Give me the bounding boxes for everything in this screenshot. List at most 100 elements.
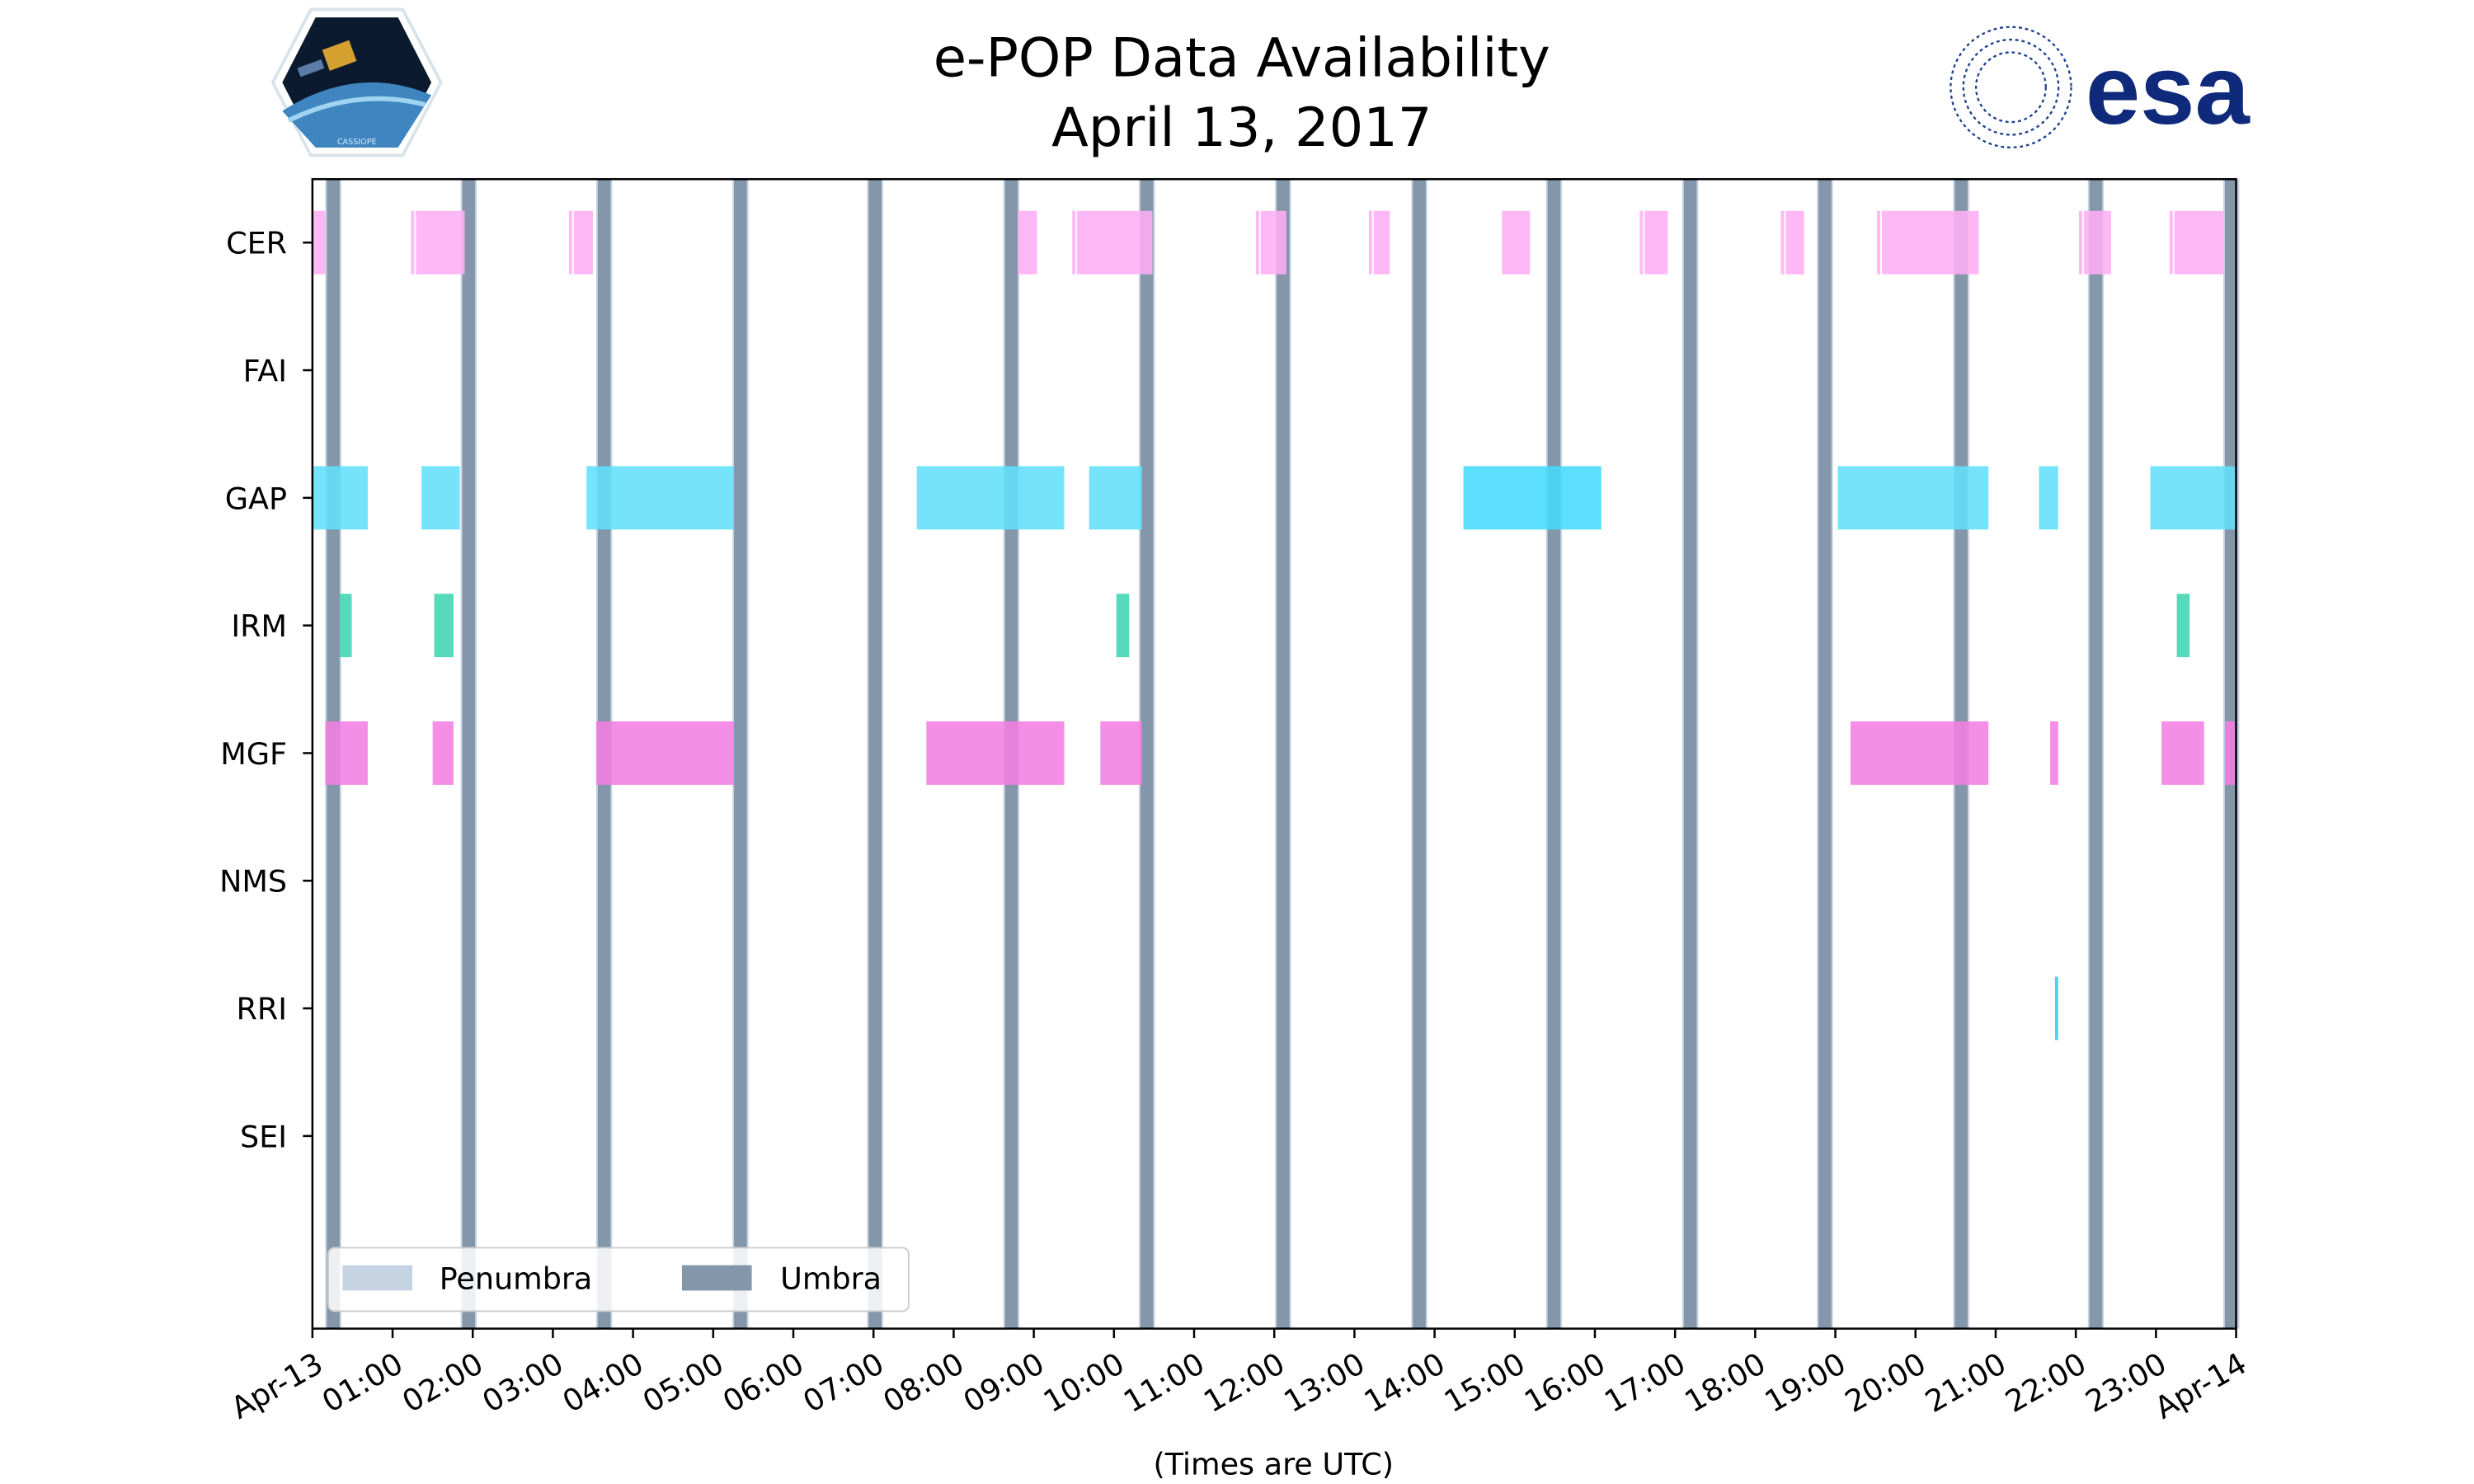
x-tick-label: 03:00 bbox=[477, 1345, 570, 1420]
x-tick-label: Apr-14 bbox=[2149, 1345, 2253, 1425]
bar-cer bbox=[1780, 210, 1785, 275]
bar-cer bbox=[1260, 210, 1286, 275]
y-tick-label: RRI bbox=[237, 992, 288, 1027]
x-tick-label: 04:00 bbox=[557, 1345, 650, 1420]
esa-logo: esa bbox=[1950, 26, 2251, 148]
bar-gap bbox=[916, 466, 1065, 530]
x-tick-label: 16:00 bbox=[1518, 1345, 1611, 1420]
umbra-band bbox=[1683, 179, 1697, 1329]
legend: Penumbra Umbra bbox=[327, 1247, 910, 1313]
esa-logo-text: esa bbox=[2086, 35, 2251, 145]
bar-cer bbox=[573, 210, 594, 275]
legend-box bbox=[327, 1247, 910, 1313]
chart-title: e-POP Data Availability bbox=[934, 26, 1550, 89]
bar-cer bbox=[1877, 210, 1880, 275]
bar-mgf bbox=[2050, 721, 2058, 785]
bar-irm bbox=[339, 594, 352, 658]
bar-cer bbox=[1639, 210, 1644, 275]
bar-cer bbox=[1502, 210, 1531, 275]
x-axis-label: (Times are UTC) bbox=[1153, 1446, 1394, 1482]
bar-cer bbox=[1255, 210, 1259, 275]
x-tick-label: 01:00 bbox=[316, 1345, 409, 1420]
x-tick-label: 15:00 bbox=[1438, 1345, 1531, 1420]
y-tick-label: CER bbox=[226, 226, 287, 261]
x-tick-label: 12:00 bbox=[1197, 1345, 1291, 1420]
x-tick-label: 09:00 bbox=[957, 1345, 1051, 1420]
x-tick-label: 20:00 bbox=[1839, 1345, 1932, 1420]
y-tick-label: GAP bbox=[225, 481, 287, 516]
x-tick-label: 21:00 bbox=[1919, 1345, 2012, 1420]
bar-cer bbox=[1077, 210, 1153, 275]
umbra-band bbox=[1413, 179, 1426, 1329]
bar-mgf bbox=[926, 721, 1065, 785]
bar-cer bbox=[1785, 210, 1804, 275]
bar-cer bbox=[416, 210, 465, 275]
bar-irm bbox=[2176, 594, 2190, 658]
cassiope-logo-text: CASSIOPE bbox=[337, 138, 377, 147]
bar-cer bbox=[568, 210, 572, 275]
bar-gap bbox=[1089, 466, 1142, 530]
bar-cer bbox=[411, 210, 415, 275]
x-tick-label: 19:00 bbox=[1759, 1345, 1852, 1420]
y-tick-label: IRM bbox=[231, 608, 287, 644]
x-tick-label: 05:00 bbox=[637, 1345, 730, 1420]
bar-irm bbox=[434, 594, 454, 658]
bar-cer bbox=[2083, 210, 2111, 275]
x-tick-label: 17:00 bbox=[1598, 1345, 1691, 1420]
cassiope-logo: CASSIOPE bbox=[270, 7, 443, 157]
bar-cer bbox=[312, 210, 326, 275]
chart-subtitle: April 13, 2017 bbox=[1051, 96, 1432, 159]
x-tick-label: 10:00 bbox=[1037, 1345, 1131, 1420]
umbra-band bbox=[462, 179, 476, 1329]
legend-label-umbra: Umbra bbox=[780, 1261, 882, 1296]
x-tick-label: 22:00 bbox=[1999, 1345, 2092, 1420]
umbra-band bbox=[1277, 179, 1290, 1329]
bar-cer bbox=[1368, 210, 1372, 275]
bar-gap bbox=[2150, 466, 2236, 530]
bar-gap bbox=[2039, 466, 2058, 530]
bar-gap bbox=[421, 466, 460, 530]
bar-cer bbox=[1644, 210, 1668, 275]
bar-mgf bbox=[1100, 721, 1142, 785]
bar-mgf bbox=[2161, 721, 2204, 785]
x-tick-label: 06:00 bbox=[717, 1345, 810, 1420]
x-tick-label: Apr-13 bbox=[225, 1345, 329, 1425]
umbra-band bbox=[1547, 179, 1561, 1329]
bar-cer bbox=[2079, 210, 2082, 275]
x-tick-label: 11:00 bbox=[1117, 1345, 1211, 1420]
bar-mgf bbox=[2224, 721, 2236, 785]
y-tick-label: SEI bbox=[240, 1119, 287, 1154]
legend-swatch-penumbra bbox=[342, 1265, 412, 1291]
bar-gap bbox=[1837, 466, 1989, 530]
x-tick-label: 08:00 bbox=[877, 1345, 971, 1420]
bar-cer bbox=[2174, 210, 2223, 275]
x-tick-label: 14:00 bbox=[1358, 1345, 1451, 1420]
x-tick-label: 02:00 bbox=[396, 1345, 489, 1420]
umbra-band bbox=[1818, 179, 1832, 1329]
umbra-band bbox=[1140, 179, 1154, 1329]
bar-gap bbox=[1463, 466, 1602, 530]
x-tick-label: 18:00 bbox=[1679, 1345, 1772, 1420]
y-tick-label: NMS bbox=[219, 864, 287, 899]
bar-cer bbox=[2169, 210, 2173, 275]
bar-gap bbox=[312, 466, 368, 530]
bar-mgf bbox=[432, 721, 454, 785]
bar-mgf bbox=[1851, 721, 1989, 785]
plot-area: CER FAI GAP IRM MGF NMS RRI SEI Apr-1301:0002:00… bbox=[219, 178, 2253, 1426]
bar-cer bbox=[1072, 210, 1076, 275]
umbra-band bbox=[2089, 179, 2103, 1329]
legend-label-penumbra: Penumbra bbox=[440, 1261, 593, 1296]
bar-mgf bbox=[325, 721, 368, 785]
bar-cer bbox=[1373, 210, 1390, 275]
umbra-band bbox=[868, 179, 882, 1329]
x-tick-label: 13:00 bbox=[1278, 1345, 1371, 1420]
bar-mgf bbox=[595, 721, 735, 785]
bar-gap bbox=[586, 466, 735, 530]
y-tick-label: MGF bbox=[220, 736, 287, 772]
bar-cer bbox=[1018, 210, 1037, 275]
legend-swatch-umbra bbox=[681, 1265, 752, 1291]
umbra-band bbox=[734, 179, 747, 1329]
bar-irm bbox=[1116, 594, 1130, 658]
x-tick-label: 07:00 bbox=[797, 1345, 890, 1420]
